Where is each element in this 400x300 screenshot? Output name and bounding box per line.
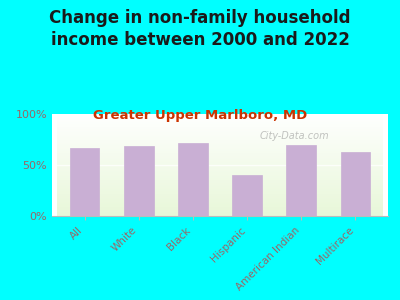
Bar xyxy=(124,146,154,216)
Text: City-Data.com: City-Data.com xyxy=(259,131,329,141)
Bar xyxy=(178,142,208,216)
Bar xyxy=(286,145,316,216)
Bar xyxy=(70,148,100,216)
Text: Greater Upper Marlboro, MD: Greater Upper Marlboro, MD xyxy=(93,110,307,122)
Bar xyxy=(232,175,262,216)
Text: Change in non-family household
income between 2000 and 2022: Change in non-family household income be… xyxy=(49,9,351,49)
Bar xyxy=(340,152,370,216)
